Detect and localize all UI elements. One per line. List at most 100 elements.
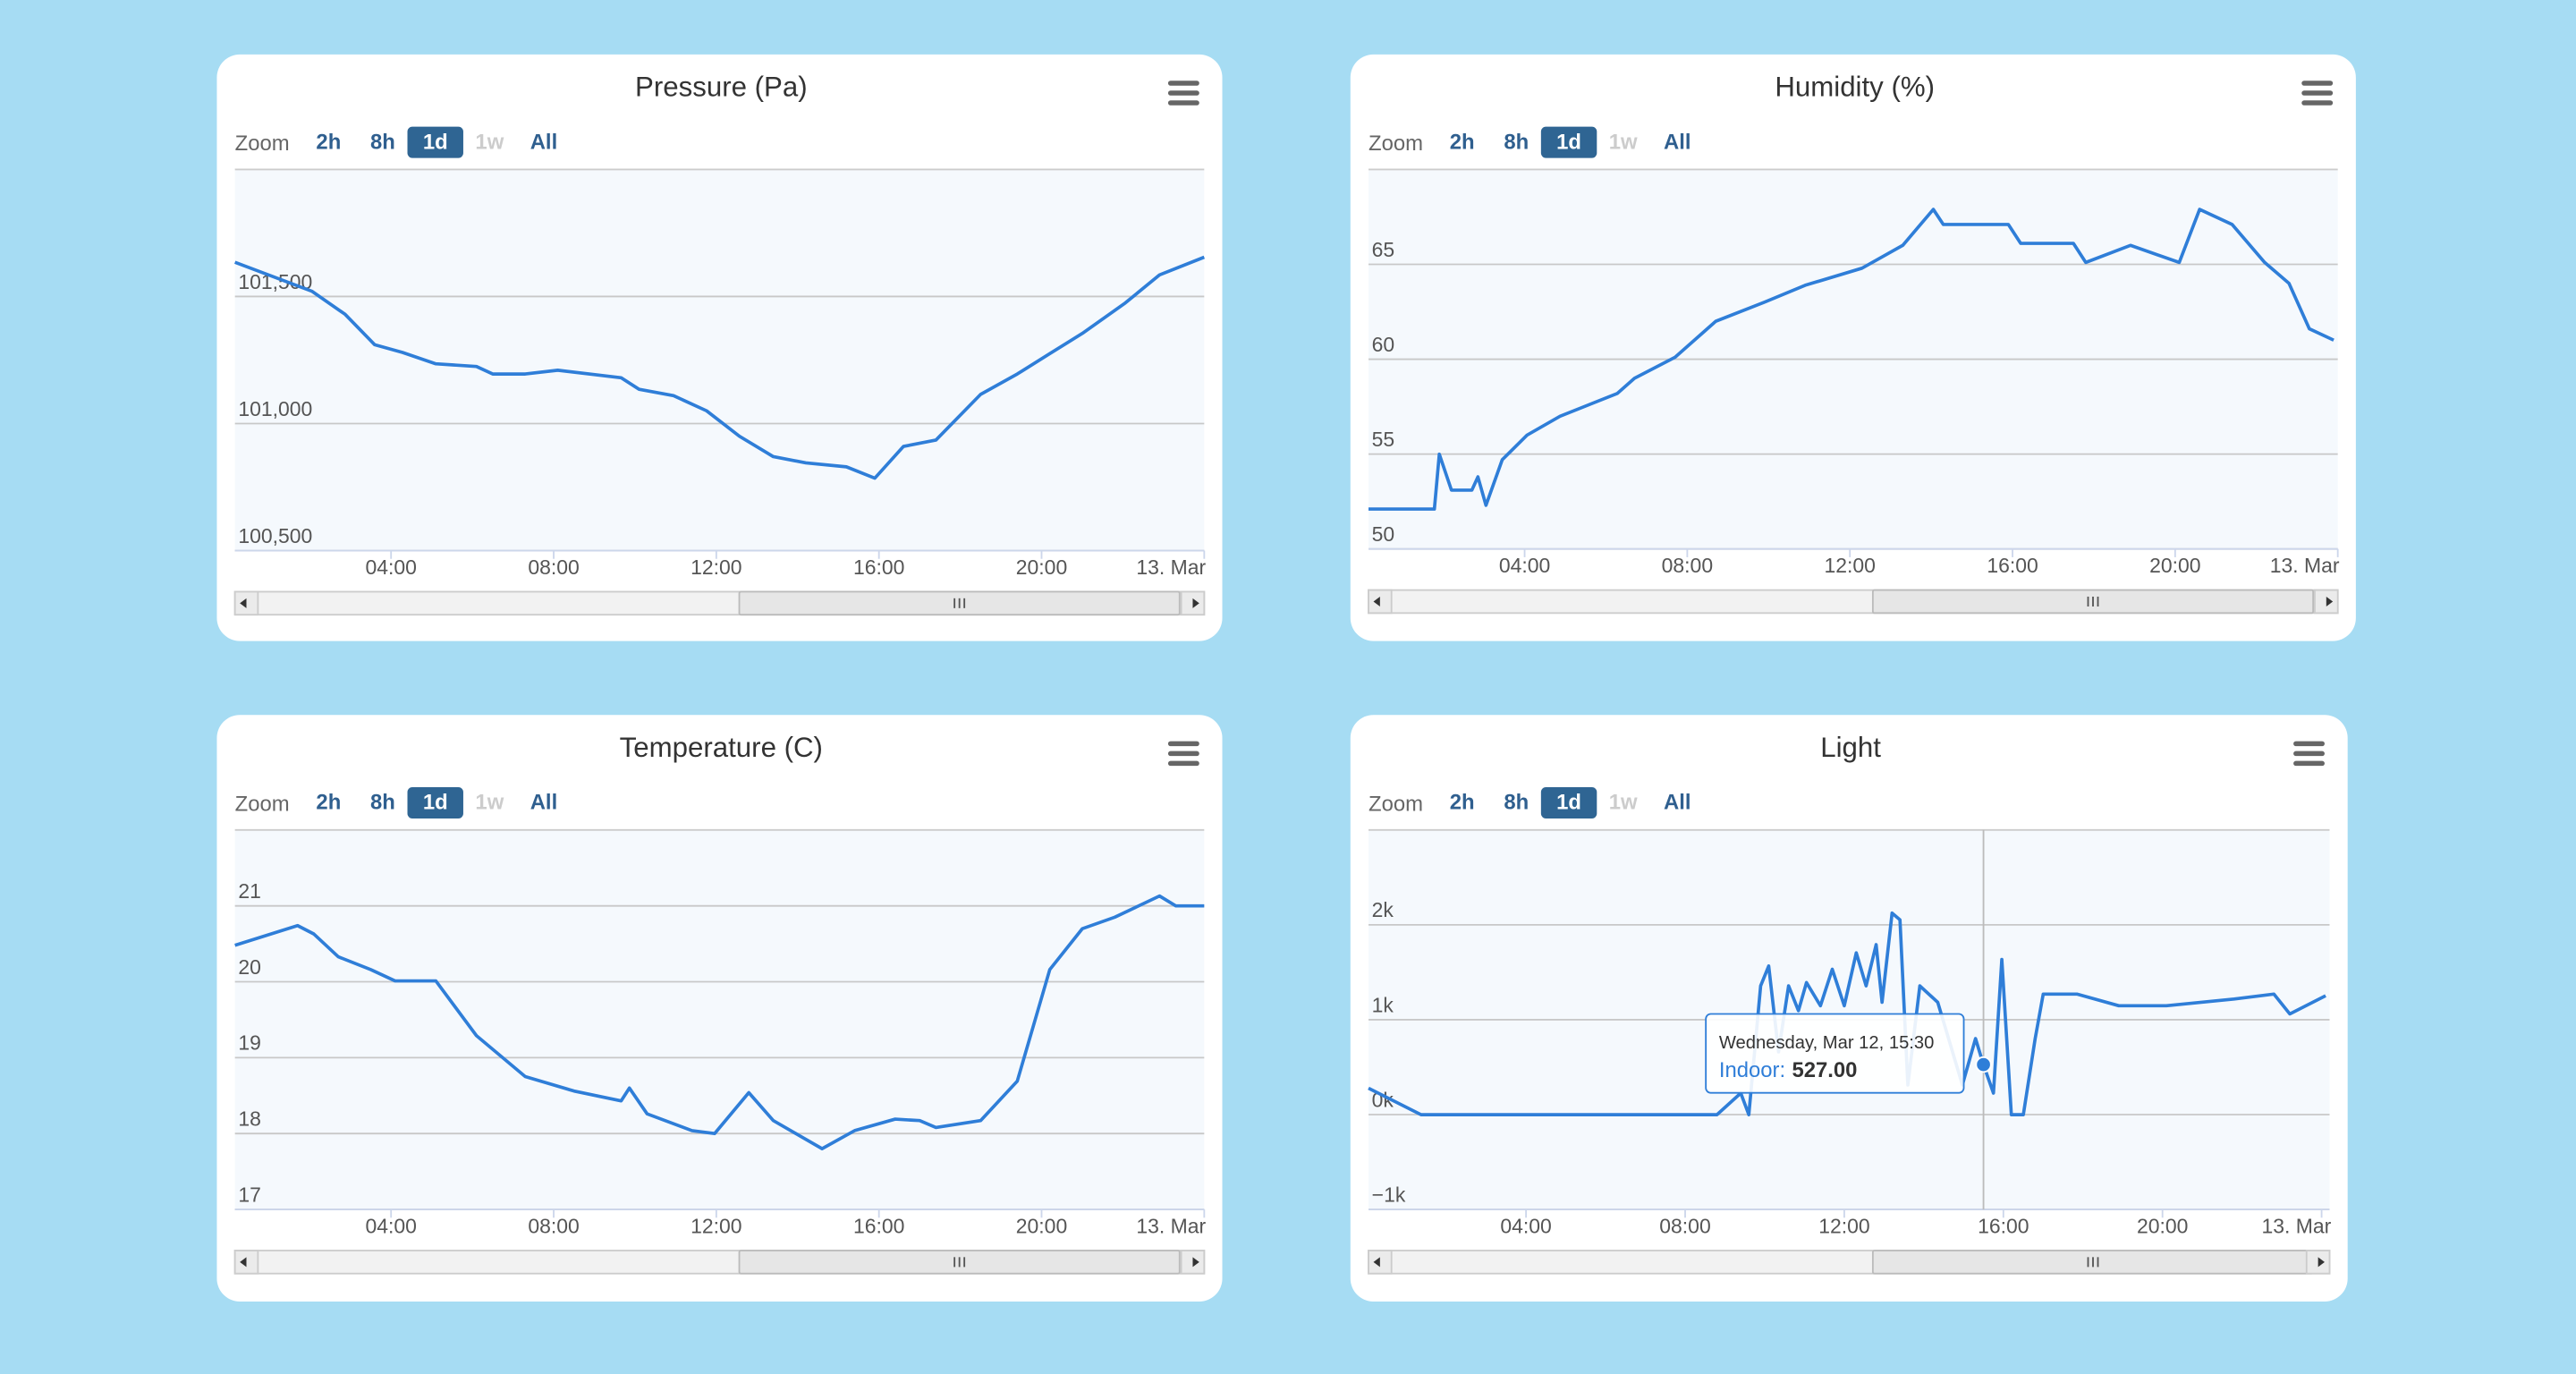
scrollbar-arrow [1192,598,1199,608]
zoom-button[interactable]: 2h [316,130,341,154]
scrollbar-arrow [2318,1257,2325,1268]
zoom-button[interactable]: 2h [1450,791,1475,815]
menu-button[interactable] [2301,81,2334,106]
zoom-button[interactable]: 1d [423,130,448,154]
tooltip-box [1705,1013,1965,1094]
menu-icon-bar [2301,100,2334,106]
zoom-button[interactable]: All [530,791,558,815]
menu-icon-bar [1167,751,1199,757]
scrollbar[interactable] [1368,589,2339,615]
x-tick-label: 08:00 [1662,554,1713,577]
zoom-button: 1w [475,791,504,815]
scrollbar-arrow-button [1368,589,1393,615]
menu-icon-bar [2301,90,2334,96]
scrollbar[interactable] [233,1250,1206,1275]
scrollbar-arrow [240,598,247,608]
tooltip-line: Indoor: 527.00 [1719,1058,1858,1082]
x-tick-label: 12:00 [691,1214,741,1237]
tooltip-series-label: Indoor: [1719,1058,1785,1082]
scrollbar-arrow-button [2305,1250,2331,1275]
zoom-button[interactable]: 1d [423,791,448,815]
zoom-button[interactable]: All [530,130,558,154]
zoom-button-selected-bg [1540,126,1597,158]
scrollbar-arrow [1373,1257,1380,1268]
x-tick-label: 04:00 [366,556,417,579]
menu-button[interactable] [1167,741,1199,767]
zoom-button[interactable]: 8h [370,130,395,154]
y-tick-label: 18 [238,1107,261,1131]
menu-button[interactable] [1167,81,1199,106]
y-tick-label: 21 [238,879,261,903]
data-line [1368,911,2326,1116]
chart-title: Temperature (C) [620,732,823,763]
scrollbar-arrow-button [1180,1250,1206,1275]
y-tick-label: 101,000 [238,397,312,420]
chart-title: Humidity (%) [1775,72,1935,103]
data-line [234,255,1206,480]
zoom-button[interactable]: 1d [1556,791,1581,815]
x-tick-label: 20:00 [1016,556,1067,579]
zoom-button[interactable]: 2h [316,791,341,815]
zoom-button: 1w [1609,130,1638,154]
y-tick-label: 17 [238,1183,261,1206]
scrollbar-arrow [2326,596,2334,606]
scrollbar[interactable] [1368,1250,2331,1275]
zoom-button[interactable]: 8h [1504,791,1529,815]
tooltip-value: 527.00 [1792,1058,1857,1082]
menu-icon-bar [1167,100,1199,106]
x-tick-label: 04:00 [1500,1214,1551,1237]
menu-icon-bar [2293,760,2325,767]
menu-icon-bar [2293,741,2325,747]
zoom-label: Zoom [1368,131,1423,156]
menu-button[interactable] [2293,741,2325,767]
data-line [1368,208,2334,511]
x-tick-label: 20:00 [2149,554,2200,577]
x-tick-label: 04:00 [366,1214,417,1237]
y-tick-label: 100,500 [238,524,312,547]
menu-icon-bar [1167,760,1199,767]
x-tick-label: 12:00 [691,556,741,579]
x-tick-label: 16:00 [1978,1214,2029,1237]
x-tick-label: 16:00 [853,1214,904,1237]
zoom-label: Zoom [235,793,290,817]
x-tick-label: 16:00 [853,556,904,579]
y-tick-label: 1k [1372,993,1394,1016]
y-tick-label: 19 [238,1031,261,1055]
zoom-button: 1w [475,130,504,154]
chart-title: Pressure (Pa) [635,72,808,103]
zoom-button[interactable]: 8h [1504,130,1529,154]
zoom-button[interactable]: All [1664,130,1691,154]
menu-icon-bar [1167,81,1199,86]
zoom-label: Zoom [1368,793,1423,817]
y-tick-label: 65 [1372,238,1395,261]
chart-title: Light [1820,732,1881,763]
y-tick-label: 2k [1372,898,1394,921]
zoom-button[interactable]: 1d [1556,130,1581,154]
tooltip-header: Wednesday, Mar 12, 15:30 [1719,1033,1935,1053]
zoom-button[interactable]: All [1664,791,1691,815]
x-tick-label: 16:00 [1987,554,2038,577]
x-tick-label: 20:00 [2137,1214,2188,1237]
x-tick-label: 13. Mar [2270,554,2340,577]
zoom-label: Zoom [235,131,290,156]
y-tick-label: 60 [1372,333,1395,356]
x-tick-label: 08:00 [528,1214,579,1237]
zoom-button-selected-bg [407,787,463,818]
scrollbar-arrow-button [1368,1250,1393,1275]
x-tick-label: 13. Mar [2262,1214,2332,1237]
menu-icon-bar [2301,81,2334,86]
zoom-button-selected-bg [1540,787,1597,818]
plot-background [234,829,1205,1210]
scrollbar[interactable] [233,590,1206,616]
zoom-button[interactable]: 8h [370,791,395,815]
x-tick-label: 13. Mar [1136,556,1206,579]
x-tick-label: 08:00 [1659,1214,1710,1237]
y-tick-label: 50 [1372,522,1395,546]
hover-marker [1975,1056,1992,1073]
y-tick-label: 101,500 [238,270,312,293]
zoom-button[interactable]: 2h [1450,130,1475,154]
scrollbar-arrow [240,1257,247,1268]
x-tick-label: 12:00 [1824,554,1875,577]
